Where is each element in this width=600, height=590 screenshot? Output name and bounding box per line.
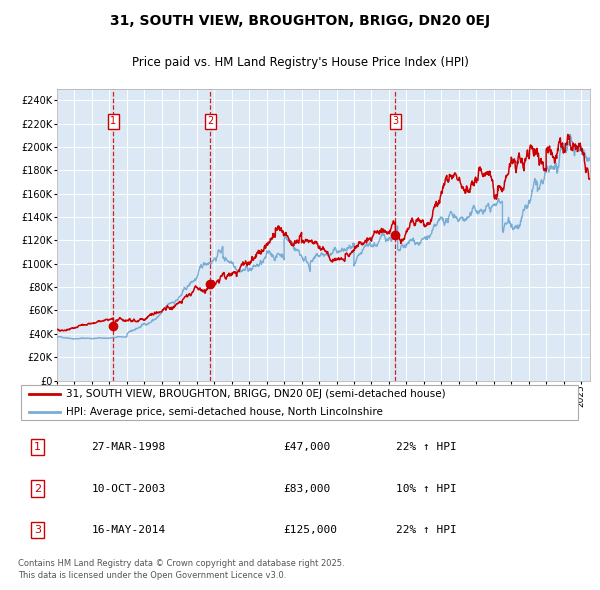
Text: £83,000: £83,000 (283, 484, 331, 493)
Text: 2: 2 (34, 484, 41, 493)
Text: 31, SOUTH VIEW, BROUGHTON, BRIGG, DN20 0EJ: 31, SOUTH VIEW, BROUGHTON, BRIGG, DN20 0… (110, 14, 490, 28)
Text: 27-MAR-1998: 27-MAR-1998 (91, 442, 166, 453)
Text: 22% ↑ HPI: 22% ↑ HPI (396, 525, 457, 535)
Text: £47,000: £47,000 (283, 442, 331, 453)
Text: Contains HM Land Registry data © Crown copyright and database right 2025.
This d: Contains HM Land Registry data © Crown c… (18, 559, 344, 580)
Text: HPI: Average price, semi-detached house, North Lincolnshire: HPI: Average price, semi-detached house,… (66, 407, 383, 417)
Text: 2: 2 (207, 116, 214, 126)
Text: 1: 1 (110, 116, 116, 126)
Text: 3: 3 (34, 525, 41, 535)
Text: 31, SOUTH VIEW, BROUGHTON, BRIGG, DN20 0EJ (semi-detached house): 31, SOUTH VIEW, BROUGHTON, BRIGG, DN20 0… (66, 389, 446, 399)
Text: £125,000: £125,000 (283, 525, 337, 535)
Text: 16-MAY-2014: 16-MAY-2014 (91, 525, 166, 535)
Text: 22% ↑ HPI: 22% ↑ HPI (396, 442, 457, 453)
Text: 3: 3 (392, 116, 398, 126)
Text: 10% ↑ HPI: 10% ↑ HPI (396, 484, 457, 493)
FancyBboxPatch shape (21, 385, 578, 420)
Text: 1: 1 (34, 442, 41, 453)
Text: 10-OCT-2003: 10-OCT-2003 (91, 484, 166, 493)
Text: Price paid vs. HM Land Registry's House Price Index (HPI): Price paid vs. HM Land Registry's House … (131, 56, 469, 69)
